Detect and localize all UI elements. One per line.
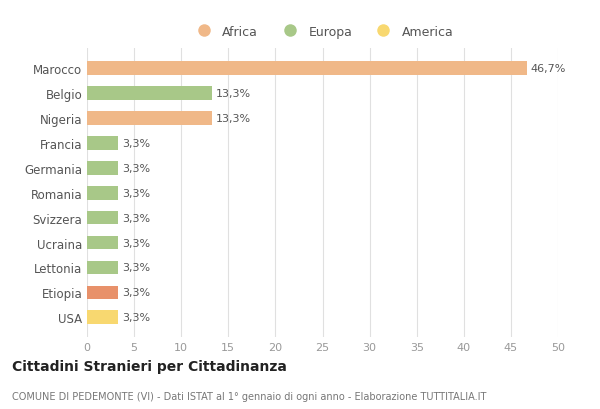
Bar <box>87 286 118 299</box>
Text: 3,3%: 3,3% <box>122 188 150 198</box>
Bar <box>87 311 118 324</box>
Text: 3,3%: 3,3% <box>122 164 150 173</box>
Bar <box>87 236 118 250</box>
Text: 3,3%: 3,3% <box>122 238 150 248</box>
Bar <box>87 211 118 225</box>
Text: 46,7%: 46,7% <box>530 64 566 74</box>
Text: 13,3%: 13,3% <box>216 114 251 124</box>
Text: 3,3%: 3,3% <box>122 312 150 322</box>
Bar <box>87 187 118 200</box>
Legend: Africa, Europa, America: Africa, Europa, America <box>186 21 459 44</box>
Bar <box>87 87 212 101</box>
Bar <box>87 137 118 151</box>
Text: 3,3%: 3,3% <box>122 288 150 298</box>
Text: 3,3%: 3,3% <box>122 139 150 148</box>
Bar <box>87 162 118 175</box>
Text: 3,3%: 3,3% <box>122 213 150 223</box>
Text: Cittadini Stranieri per Cittadinanza: Cittadini Stranieri per Cittadinanza <box>12 359 287 373</box>
Text: 3,3%: 3,3% <box>122 263 150 273</box>
Bar <box>87 112 212 126</box>
Bar <box>87 261 118 274</box>
Bar <box>87 62 527 76</box>
Text: 13,3%: 13,3% <box>216 89 251 99</box>
Text: COMUNE DI PEDEMONTE (VI) - Dati ISTAT al 1° gennaio di ogni anno - Elaborazione : COMUNE DI PEDEMONTE (VI) - Dati ISTAT al… <box>12 391 487 401</box>
